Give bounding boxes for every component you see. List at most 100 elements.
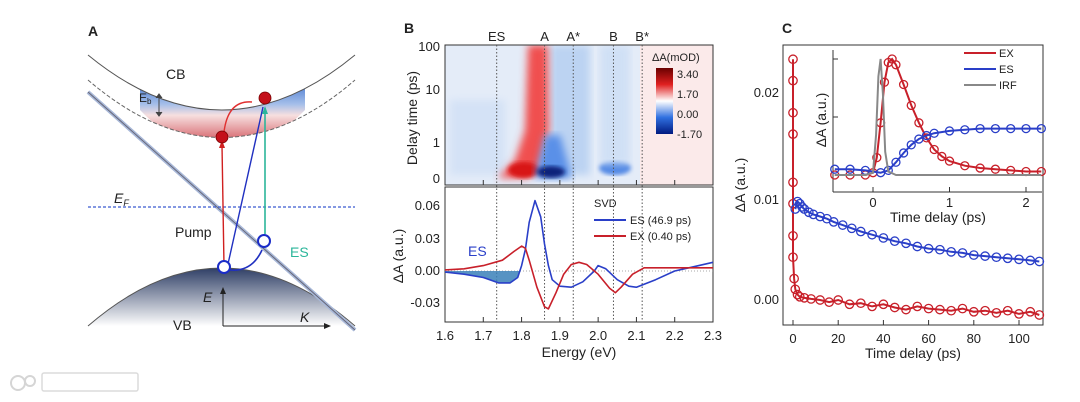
blue-transition-arrow (227, 106, 264, 265)
y-axis-label: Delay time (ps) (404, 71, 420, 165)
data-point-es (815, 211, 825, 222)
y-tick-label: 0.06 (415, 198, 440, 213)
colorbar (656, 68, 673, 134)
fermi-level-label: EF (114, 190, 129, 208)
inset-data-point-ex (906, 100, 916, 111)
colorbar-title: ΔA(mOD) (652, 52, 700, 64)
x-tick-label: 60 (921, 331, 935, 346)
panel-c-kinetics: C 0 20 40 60 80 100 0.02 0.01 0.00 ΔA (a.u.) … (732, 20, 1046, 361)
hole-icon (217, 260, 231, 274)
panel-a-band-diagram: A EF CB Eb Pump ES VB (86, 23, 357, 333)
data-point-es (803, 207, 814, 218)
marker-label: ES (488, 29, 506, 44)
inset-line-es (834, 127, 1042, 174)
heatmap-region (640, 45, 713, 185)
inset-data-point-ex (914, 118, 924, 128)
inset-data-point-es (891, 157, 901, 167)
x-tick-label: 1.8 (513, 328, 531, 343)
electron-icon (215, 130, 229, 144)
colorbar-tick: -1.70 (677, 129, 702, 141)
hole-scattering-arrow (229, 249, 263, 271)
y-tick-label: 10 (426, 82, 440, 97)
marker-label: B (609, 29, 618, 44)
svd-frame (444, 186, 714, 323)
y-tick-label: 1 (433, 135, 440, 150)
inset-data-point-ex (891, 60, 901, 70)
y-axis-label: ΔA (a.u.) (390, 229, 406, 283)
y-tick-label: 0.01 (754, 192, 779, 207)
x-tick-label: 80 (967, 331, 981, 346)
electron-icon (258, 91, 272, 105)
x-tick-label: 20 (831, 331, 845, 346)
inset-line-ex (834, 57, 1042, 176)
legend-irf-label: IRF (999, 80, 1017, 92)
fit-line-ex (792, 59, 1040, 316)
relaxation-arrow (223, 101, 253, 133)
x-tick-label: 1.7 (474, 328, 492, 343)
inset-data-point-ex (898, 79, 909, 90)
legend-title: SVD (594, 198, 617, 210)
x-tick-label: 100 (1008, 331, 1030, 346)
inset-y-axis-label: ΔA (a.u.) (813, 93, 829, 147)
surface-state-line (87, 91, 356, 331)
inset-data-point-ex (944, 156, 955, 166)
conduction-band-curve (87, 54, 356, 111)
data-point-ex (1034, 310, 1045, 320)
legend-es-label: ES (999, 64, 1014, 76)
x-tick-label: 2.3 (704, 328, 722, 343)
heatmap-region (600, 45, 630, 165)
inset-data-point-es (914, 134, 924, 144)
watermark-logo (10, 372, 139, 392)
arrowhead (262, 106, 268, 114)
fit-line-es (794, 199, 1040, 263)
svd-series-ex (444, 245, 713, 310)
data-point-es (797, 202, 807, 212)
svd-series-es (444, 199, 714, 288)
y-tick-label: 100 (418, 39, 440, 54)
y-tick-label: 0.00 (415, 263, 440, 278)
y-tick-label: -0.03 (410, 295, 440, 310)
legend-ex-label: EX (0.40 ps) (630, 231, 691, 243)
heatmap-red-band (498, 45, 549, 178)
pump-label: Pump (175, 224, 212, 240)
x-tick-label: 2.0 (589, 328, 607, 343)
inset-x-tick-label: 0 (869, 195, 876, 210)
marker-label: A* (566, 29, 580, 44)
marker-label: A (540, 29, 549, 44)
heatmap-region (450, 100, 505, 175)
inset-x-tick-label: 1 (946, 195, 953, 210)
colorbar-tick: 1.70 (677, 89, 698, 101)
cb-label: CB (166, 66, 185, 82)
inset-x-tick-label: 2 (1022, 195, 1029, 210)
inset-x-axis-label: Time delay (ps) (890, 209, 986, 225)
watermark-text-block (41, 372, 139, 392)
exciton-band-curve (87, 79, 356, 138)
colorbar-tick: 0.00 (677, 109, 698, 121)
x-tick-label: 2.2 (666, 328, 684, 343)
x-tick-label: 40 (876, 331, 890, 346)
vb-label: VB (173, 317, 192, 333)
marker-label: B* (635, 29, 649, 44)
x-axis-label: Time delay (ps) (865, 345, 961, 361)
x-tick-label: 0 (789, 331, 796, 346)
arrowhead (220, 287, 226, 294)
inset-data-point-es (906, 140, 916, 150)
arrowhead (219, 140, 225, 148)
arrowhead (324, 323, 331, 329)
colorbar-tick: 3.40 (677, 69, 698, 81)
y-tick-label: 0 (433, 171, 440, 186)
watermark-icon (10, 375, 26, 391)
panel-b-label: B (404, 20, 414, 36)
es-label: ES (290, 244, 309, 260)
data-point-es (837, 220, 848, 230)
heatmap-red-peak (508, 162, 540, 178)
panel-c-label: C (782, 20, 792, 36)
x-tick-label: 1.9 (551, 328, 569, 343)
inset-data-point-ex (937, 151, 947, 162)
kinetics-frame (782, 44, 1044, 326)
hole-icon (257, 234, 271, 248)
e-axis-label: E (203, 289, 213, 305)
y-tick-label: 0.03 (415, 231, 440, 246)
data-point-es (855, 226, 866, 237)
